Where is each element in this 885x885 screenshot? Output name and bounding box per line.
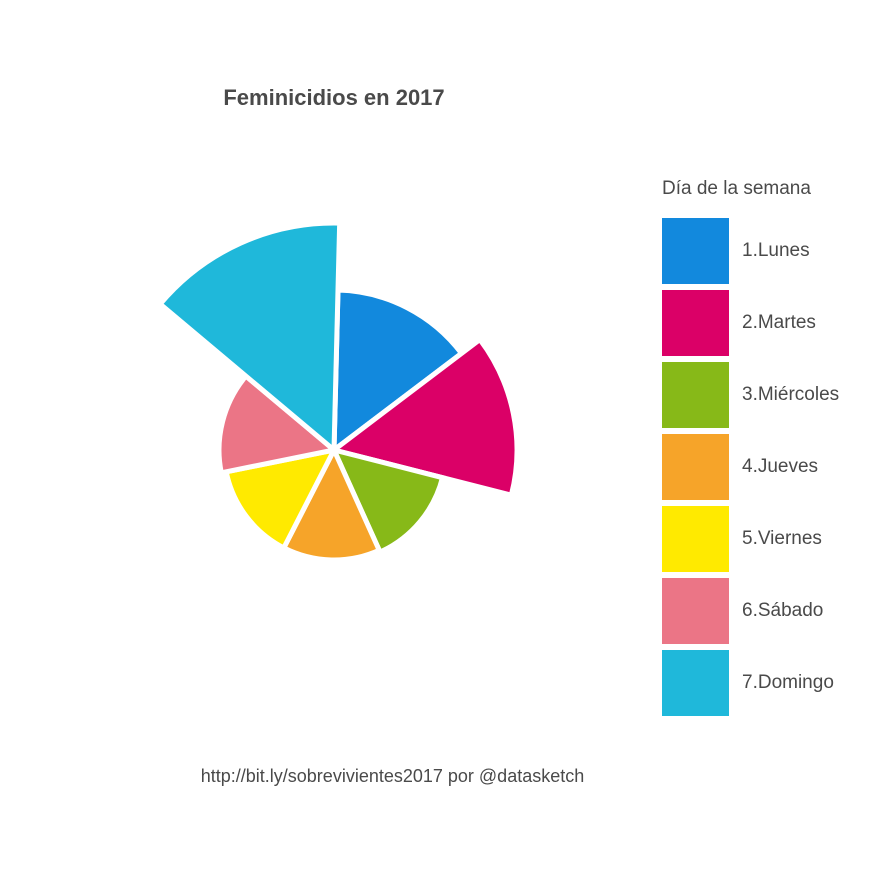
legend-swatch xyxy=(662,650,729,716)
wedge-4-jueves xyxy=(280,444,383,563)
legend-swatch xyxy=(662,434,729,500)
legend: Día de la semana 1.Lunes 2.Martes 3.Miérco… xyxy=(662,178,839,719)
legend-label: 3.Miércoles xyxy=(742,384,840,405)
legend-swatch xyxy=(662,506,729,572)
legend-label: 4.Jueves xyxy=(742,456,819,477)
legend-label: 5.Viernes xyxy=(742,528,822,549)
legend-title: Día de la semana xyxy=(662,178,811,199)
legend-item: 1.Lunes xyxy=(662,215,839,287)
legend-swatch xyxy=(662,578,729,644)
chart-title: Feminicidios en 2017 xyxy=(223,85,445,110)
legend-swatch xyxy=(662,290,729,356)
wedge-7-domingo xyxy=(156,220,343,456)
legend-item: 7.Domingo xyxy=(662,647,839,719)
legend-item: 6.Sábado xyxy=(662,575,839,647)
legend-label: 7.Domingo xyxy=(742,672,834,693)
wedge-3-miércoles xyxy=(329,446,446,556)
source-caption: http://bit.ly/sobrevivientes2017 por @da… xyxy=(200,766,585,786)
legend-items: 1.Lunes 2.Martes 3.Miércoles 4.Jueves 5.Vier… xyxy=(662,215,839,719)
wedge-1-lunes xyxy=(331,287,466,456)
wedge-6-sábado xyxy=(216,372,340,476)
legend-label: 6.Sábado xyxy=(742,600,824,621)
wedge-2-martes xyxy=(328,336,520,499)
legend-item: 4.Jueves xyxy=(662,431,839,503)
legend-item: 5.Viernes xyxy=(662,503,839,575)
legend-label: 2.Martes xyxy=(742,312,816,333)
legend-swatch xyxy=(662,218,729,284)
legend-item: 2.Martes xyxy=(662,287,839,359)
legend-label: 1.Lunes xyxy=(742,240,810,261)
legend-item: 3.Miércoles xyxy=(662,359,839,431)
legend-swatch xyxy=(662,362,729,428)
wedge-5-viernes xyxy=(223,446,339,552)
